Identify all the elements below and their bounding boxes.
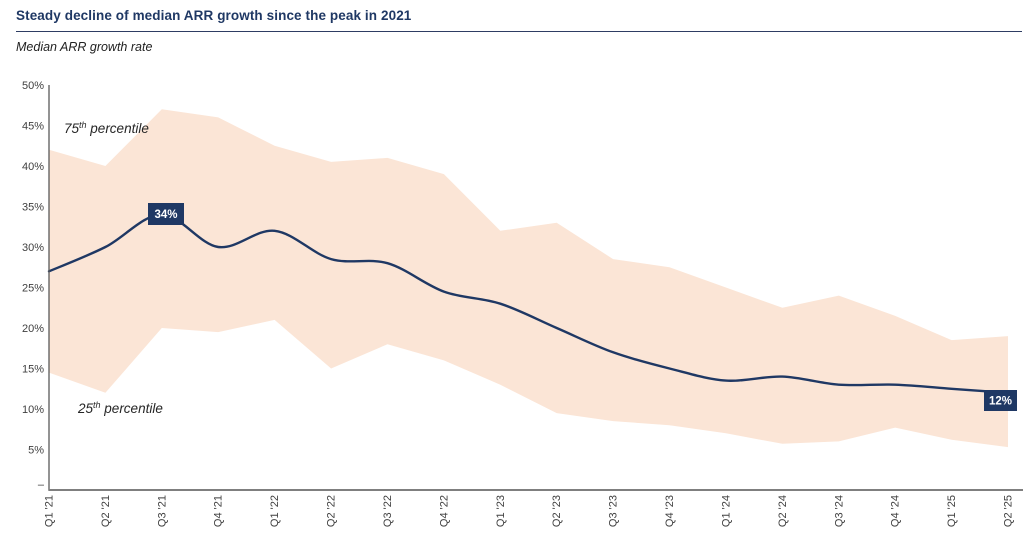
x-axis-label-q1-22: Q1 '22 [269, 495, 281, 527]
y-axis-label-45: 45% [22, 121, 44, 133]
y-axis-label-15: 15% [22, 364, 44, 376]
x-axis-label-q2-22: Q2 '22 [326, 495, 338, 527]
x-axis-label-q2-24: Q2 '24 [777, 495, 789, 527]
x-axis-label-q3-21: Q3 '21 [156, 495, 168, 527]
data-label-text-12: 12% [989, 396, 1012, 408]
x-axis-label-q4-23: Q4 '23 [664, 495, 676, 527]
x-axis-label-q2-21: Q2 '21 [100, 495, 112, 527]
annotation-25th-percentile: 25th percentile [77, 400, 163, 416]
y-axis-label-35: 35% [22, 202, 44, 214]
y-axis-label-40: 40% [22, 161, 44, 173]
x-axis-label-q1-25: Q1 '25 [946, 495, 958, 527]
y-axis-label-0: – [38, 479, 45, 491]
x-axis-label-q3-22: Q3 '22 [382, 495, 394, 527]
y-axis-label-30: 30% [22, 242, 44, 254]
x-axis-label-q4-24: Q4 '24 [890, 495, 902, 527]
y-axis-label-25: 25% [22, 283, 44, 295]
x-axis-label-q4-21: Q4 '21 [213, 495, 225, 527]
data-label-box-12 [984, 390, 1017, 411]
x-axis-label-q2-23: Q2 '23 [551, 495, 563, 527]
data-label-box-34 [148, 203, 184, 225]
x-axis-label-q1-24: Q1 '24 [720, 495, 732, 527]
y-axis-label-20: 20% [22, 323, 44, 335]
x-axis-label-q3-23: Q3 '23 [608, 495, 620, 527]
median-line [47, 213, 1010, 394]
chart-subtitle: Median ARR growth rate [16, 40, 153, 54]
y-axis-label-50: 50% [22, 80, 44, 92]
x-axis-label-q1-23: Q1 '23 [495, 495, 507, 527]
annotation-75th-percentile: 75th percentile [64, 120, 149, 136]
x-axis-label-q3-24: Q3 '24 [833, 495, 845, 527]
x-axis-label-q1-21: Q1 '21 [44, 495, 56, 527]
page-title: Steady decline of median ARR growth sinc… [16, 8, 412, 23]
x-axis-label-q2-25: Q2 '25 [1003, 495, 1015, 527]
title-rule [16, 31, 1022, 32]
data-label-text-34: 34% [154, 209, 177, 221]
y-axis-label-5: 5% [28, 445, 44, 457]
y-axis-label-10: 10% [22, 404, 44, 416]
percentile-band [49, 109, 1008, 448]
x-axis-label-q4-22: Q4 '22 [438, 495, 450, 527]
